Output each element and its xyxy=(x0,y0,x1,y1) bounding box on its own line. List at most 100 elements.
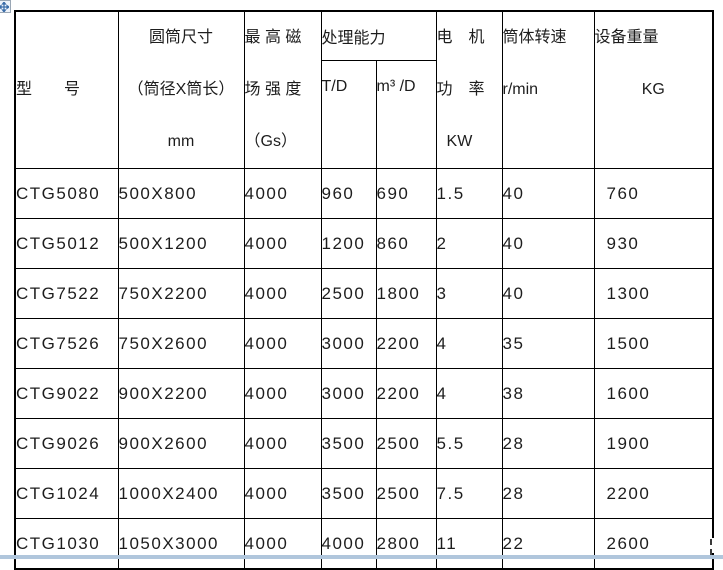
cell-drum-speed: 28 xyxy=(501,418,595,469)
cell-capacity-m3d: 690 xyxy=(375,168,437,219)
cell-drum-size: 500X800 xyxy=(117,168,245,219)
cell-drum-size: 750X2600 xyxy=(117,318,245,369)
cell-motor-power: 7.5 xyxy=(435,468,503,519)
spec-table: 型 号 圆筒尺寸 （筒径X筒长） mm 最 高 磁 场 强 度 （Gs） 处理能… xyxy=(14,10,715,570)
cell-motor-power: 4 xyxy=(435,368,503,419)
cell-weight: 930 xyxy=(593,218,714,269)
cell-model: CTG5012 xyxy=(14,218,119,269)
window-bottom-edge xyxy=(0,555,723,559)
cell-field-strength: 4000 xyxy=(243,468,322,519)
text-cursor xyxy=(710,539,712,555)
table-row: CTG1030 1050X3000 4000 4000 2800 11 22 2… xyxy=(14,518,714,570)
cell-capacity-td: 4000 xyxy=(320,518,377,570)
table-row: CTG5080 500X800 4000 960 690 1.5 40 760 xyxy=(14,168,714,219)
cell-drum-speed: 40 xyxy=(501,268,595,319)
cell-model: CTG1024 xyxy=(14,468,119,519)
cell-drum-size: 1050X3000 xyxy=(117,518,245,570)
cell-capacity-m3d: 2500 xyxy=(375,468,437,519)
cell-field-strength: 4000 xyxy=(243,368,322,419)
header-field-line1: 最 高 磁 xyxy=(244,29,302,46)
cell-motor-power: 2 xyxy=(435,218,503,269)
header-model: 型 号 xyxy=(14,10,119,169)
cell-drum-size: 900X2600 xyxy=(117,418,245,469)
cell-capacity-td: 960 xyxy=(320,168,377,219)
header-capacity-m3d: m³ /D xyxy=(375,60,437,169)
cell-field-strength: 4000 xyxy=(243,218,322,269)
header-weight-line1: 设备重量 xyxy=(594,29,659,46)
cell-drum-speed: 22 xyxy=(501,518,595,570)
header-motor-line2: 功 率 xyxy=(436,81,485,98)
table-move-handle-icon[interactable] xyxy=(0,0,11,13)
header-drum-line1: 圆筒尺寸 xyxy=(148,29,213,46)
header-drum-line3: mm xyxy=(167,133,195,150)
cell-motor-power: 1.5 xyxy=(435,168,503,219)
cell-weight: 1300 xyxy=(593,268,714,319)
header-drum-size: 圆筒尺寸 （筒径X筒长） mm xyxy=(117,10,245,169)
cell-drum-size: 500X1200 xyxy=(117,218,245,269)
cell-capacity-td: 1200 xyxy=(320,218,377,269)
header-motor-line1: 电 机 xyxy=(436,29,485,46)
cell-field-strength: 4000 xyxy=(243,268,322,319)
four-way-arrow-icon xyxy=(0,1,9,12)
cell-capacity-m3d: 2200 xyxy=(375,368,437,419)
cell-field-strength: 4000 xyxy=(243,518,322,570)
header-weight: 设备重量 KG xyxy=(593,10,714,169)
cell-model: CTG1030 xyxy=(14,518,119,570)
cell-model: CTG9026 xyxy=(14,418,119,469)
cell-capacity-m3d: 2800 xyxy=(375,518,437,570)
table-row: CTG7522 750X2200 4000 2500 1800 3 40 130… xyxy=(14,268,714,319)
header-capacity-group: 处理能力 xyxy=(320,10,437,62)
cell-drum-size: 1000X2400 xyxy=(117,468,245,519)
cell-motor-power: 5.5 xyxy=(435,418,503,469)
cell-capacity-m3d: 2200 xyxy=(375,318,437,369)
table-row: CTG9022 900X2200 4000 3000 2200 4 38 160… xyxy=(14,368,714,419)
cell-capacity-m3d: 2500 xyxy=(375,418,437,469)
cell-capacity-td: 2500 xyxy=(320,268,377,319)
cell-capacity-td: 3000 xyxy=(320,368,377,419)
header-capacity-td: T/D xyxy=(320,60,377,169)
cell-motor-power: 11 xyxy=(435,518,503,570)
cell-capacity-m3d: 860 xyxy=(375,218,437,269)
cell-drum-speed: 38 xyxy=(501,368,595,419)
header-speed-line2: r/min xyxy=(502,81,539,98)
header-field-line3: （Gs） xyxy=(244,133,297,150)
cell-capacity-td: 3500 xyxy=(320,468,377,519)
table-row: CTG5012 500X1200 4000 1200 860 2 40 930 xyxy=(14,218,714,269)
cell-field-strength: 4000 xyxy=(243,418,322,469)
cell-drum-size: 900X2200 xyxy=(117,368,245,419)
table-row: CTG1024 1000X2400 4000 3500 2500 7.5 28 … xyxy=(14,468,714,519)
cell-capacity-td: 3000 xyxy=(320,318,377,369)
header-weight-line2: KG xyxy=(641,81,665,98)
cell-drum-size: 750X2200 xyxy=(117,268,245,319)
cell-model: CTG5080 xyxy=(14,168,119,219)
cell-model: CTG9022 xyxy=(14,368,119,419)
cell-motor-power: 3 xyxy=(435,268,503,319)
caret-border-patch xyxy=(704,538,723,553)
cell-capacity-td: 3500 xyxy=(320,418,377,469)
cell-weight: 1900 xyxy=(593,418,714,469)
cell-motor-power: 4 xyxy=(435,318,503,369)
header-motor-power: 电 机 功 率 KW xyxy=(435,10,503,169)
table-row: CTG7526 750X2600 4000 3000 2200 4 35 150… xyxy=(14,318,714,369)
header-motor-line3: KW xyxy=(446,133,473,150)
cell-field-strength: 4000 xyxy=(243,168,322,219)
header-speed-line1: 筒体转速 xyxy=(502,29,567,46)
cell-drum-speed: 28 xyxy=(501,468,595,519)
header-field-line2: 场 强 度 xyxy=(244,81,302,98)
cell-weight: 2600 xyxy=(593,518,714,570)
cell-drum-speed: 40 xyxy=(501,218,595,269)
cell-weight: 1500 xyxy=(593,318,714,369)
cell-drum-speed: 40 xyxy=(501,168,595,219)
cell-model: CTG7526 xyxy=(14,318,119,369)
cell-capacity-m3d: 1800 xyxy=(375,268,437,319)
cell-weight: 1600 xyxy=(593,368,714,419)
header-field-strength: 最 高 磁 场 强 度 （Gs） xyxy=(243,10,322,169)
table-row: CTG9026 900X2600 4000 3500 2500 5.5 28 1… xyxy=(14,418,714,469)
cell-field-strength: 4000 xyxy=(243,318,322,369)
cell-weight: 2200 xyxy=(593,468,714,519)
header-drum-speed: 筒体转速 r/min xyxy=(501,10,595,169)
header-drum-line2: （筒径X筒长） xyxy=(127,81,235,98)
cell-weight: 760 xyxy=(593,168,714,219)
cell-model: CTG7522 xyxy=(14,268,119,319)
